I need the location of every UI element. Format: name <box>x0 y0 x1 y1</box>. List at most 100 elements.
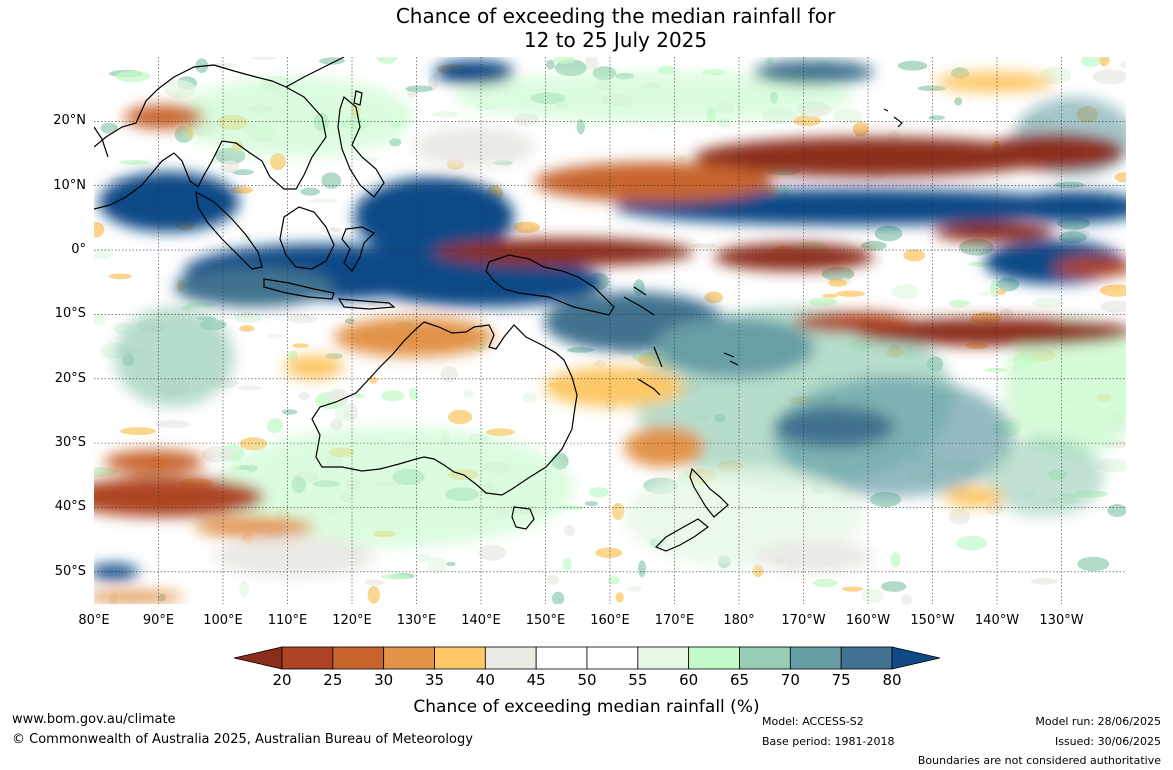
colorbar-swatch <box>484 646 537 670</box>
field-speckle <box>594 360 606 368</box>
colorbar-swatch <box>332 646 385 670</box>
borneo-coastline <box>279 206 335 270</box>
field-speckle <box>334 404 354 422</box>
footer-disclaimer: Boundaries are not considered authoritat… <box>917 754 1161 767</box>
colorbar-tick-label: 25 <box>323 671 343 689</box>
longitude-label: 90°E <box>142 613 175 628</box>
australia-coastline <box>311 321 578 496</box>
colorbar-tick-label: 30 <box>374 671 394 689</box>
field-speckle <box>266 333 282 339</box>
field-speckle <box>220 160 240 173</box>
lesser-sunda-coastline <box>337 298 396 310</box>
colorbar-swatch <box>688 646 740 670</box>
colorbar-label: Chance of exceeding median rainfall (%) <box>413 697 760 717</box>
field-speckle <box>380 574 410 580</box>
field-speckle <box>120 427 156 436</box>
taiwan-coastline <box>353 90 363 106</box>
field-speckle <box>881 581 907 592</box>
field-speckle <box>638 560 646 578</box>
field-speckle <box>207 63 238 68</box>
colorbar-tick-label: 65 <box>729 671 750 689</box>
field-speckle <box>835 290 866 297</box>
colorbar-swatch <box>789 646 842 670</box>
colorbar-swatch <box>434 646 486 670</box>
colorbar-tick-label: 75 <box>831 671 851 689</box>
longitude-label: 120°E <box>332 613 372 628</box>
field-speckle <box>354 157 380 162</box>
longitude-label: 170°W <box>781 613 826 628</box>
colorbar-tick-label: 45 <box>526 671 546 689</box>
field-speckle <box>345 318 355 325</box>
field-speckle <box>1077 556 1110 572</box>
field-speckle <box>230 186 254 194</box>
field-speckle <box>327 388 350 404</box>
field-speckle <box>984 368 1008 373</box>
latitude-label: 10°N <box>53 177 86 193</box>
philippines-coastline <box>337 95 385 198</box>
field-speckle <box>999 308 1014 321</box>
field-speckle <box>389 138 402 147</box>
longitude-label: 150°W <box>910 613 955 628</box>
field-speckle <box>232 169 254 176</box>
field-speckle <box>115 70 151 82</box>
field-speckle <box>841 586 864 592</box>
field-speckle <box>154 419 191 429</box>
field-speckle <box>118 160 150 165</box>
field-speckle <box>309 198 338 204</box>
field-speckle <box>954 97 963 106</box>
latitude-label: 10°S <box>54 306 86 322</box>
field-speckle <box>546 59 555 70</box>
field-speckle <box>567 347 594 353</box>
field-speckle <box>828 278 847 287</box>
latitude-label: 20°S <box>54 370 86 386</box>
longitude-label: 80°E <box>78 613 110 628</box>
field-speckle <box>552 591 565 604</box>
map-title-line1: Chance of exceeding the median rainfall … <box>395 4 836 28</box>
field-speckle <box>595 547 623 558</box>
field-speckle <box>1099 57 1110 67</box>
field-speckle <box>329 227 341 232</box>
field-speckle <box>853 121 869 137</box>
field-speckle <box>478 544 507 561</box>
footer-base-period: Base period: 1981-2018 <box>762 735 895 748</box>
field-speckle <box>752 564 764 578</box>
field-speckle <box>513 221 540 233</box>
footer-copyright: © Commonwealth of Australia 2025, Austra… <box>12 732 473 747</box>
field-speckle <box>163 80 197 98</box>
field-speckle <box>1107 504 1126 517</box>
field-speckle <box>690 243 716 249</box>
field-speckle <box>270 153 286 171</box>
field-speckle <box>298 392 310 401</box>
colorbar-tick-label: 60 <box>679 671 699 689</box>
field-speckle <box>440 366 458 383</box>
vanuatu-coastline <box>653 346 663 368</box>
field-speckle <box>94 248 114 259</box>
field-speckle <box>874 225 903 242</box>
tasmania-coastline <box>511 506 535 530</box>
field-speckle <box>1100 300 1126 313</box>
field-speckle <box>522 392 538 403</box>
field-speckle <box>903 249 926 262</box>
field-speckle <box>585 57 598 70</box>
field-speckle <box>625 586 642 592</box>
field-speckle <box>997 277 1020 292</box>
map-title: Chance of exceeding the median rainfall … <box>0 4 1173 52</box>
colorbar-swatch <box>586 646 639 670</box>
field-speckle <box>928 115 945 121</box>
longitude-label: 160°E <box>590 613 630 628</box>
field-speckle <box>185 302 216 308</box>
new-guinea-coastline <box>485 254 615 316</box>
field-speckle <box>833 109 863 124</box>
field-speckle <box>553 57 576 64</box>
latitude-label: 40°S <box>54 499 86 515</box>
field-speckle <box>1096 458 1126 473</box>
footer-website[interactable]: www.bom.gov.au/climate <box>12 712 176 727</box>
colorbar-tick-label: 40 <box>475 671 495 689</box>
field-speckle <box>282 409 298 415</box>
footer-model: Model: ACCESS-S2 <box>762 715 864 728</box>
field-speckle <box>239 325 255 332</box>
field-speckle <box>287 314 318 324</box>
field-speckle <box>427 556 447 574</box>
rainfall-probability-map <box>94 57 1126 604</box>
colorbar-tick-label: 70 <box>780 671 800 689</box>
